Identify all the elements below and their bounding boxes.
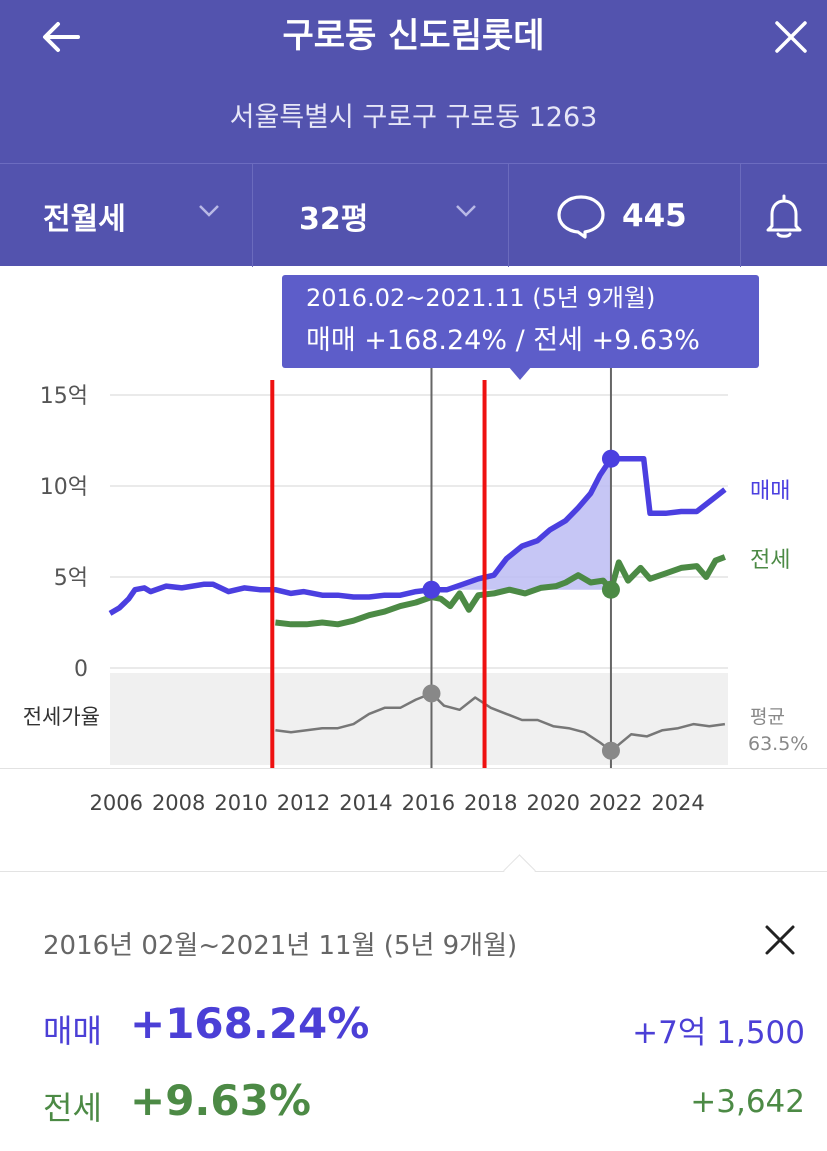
- chart-divider: [0, 768, 827, 769]
- x-tick-label: 2024: [651, 791, 704, 815]
- y-tick-label: 15억: [40, 384, 88, 409]
- x-tick-label: 2022: [589, 791, 642, 815]
- filter-divider: [740, 164, 741, 267]
- size-dropdown[interactable]: 32평: [253, 164, 508, 267]
- page-title: 구로동 신도림롯데: [282, 16, 545, 56]
- size-label: 32평: [299, 201, 369, 237]
- data-point-marker: [601, 449, 620, 468]
- close-icon: [775, 21, 807, 53]
- app-header: 구로동 신도림롯데 서울특별시 구로구 구로동 1263 전월세 32평 445: [0, 0, 827, 267]
- x-tick-label: 2008: [152, 791, 205, 815]
- filter-divider: [252, 164, 253, 267]
- ratio-background: [110, 673, 728, 765]
- summary-panel: [0, 871, 827, 1151]
- close-icon: [765, 925, 795, 955]
- rent-percent: +9.63%: [130, 1076, 311, 1125]
- summary-close-button[interactable]: [758, 918, 802, 962]
- data-point-marker: [422, 580, 441, 599]
- price-chart[interactable]: 15억 10억 5억 0 2006 2008 2010 2012 2014 2016 2018 202…: [0, 266, 827, 871]
- rent-amount: +3,642: [690, 1084, 805, 1120]
- legend-sale-label: 매매: [750, 479, 790, 504]
- x-tick-label: 2020: [526, 791, 579, 815]
- sale-amount: +7억 1,500: [632, 1015, 805, 1051]
- arrow-left-icon: [43, 22, 80, 52]
- rent-label: 전세: [43, 1089, 102, 1127]
- filter-bar: 전월세 32평 445: [0, 163, 827, 267]
- x-tick-label: 2014: [339, 791, 392, 815]
- data-point-marker: [601, 741, 620, 760]
- x-tick-label: 2018: [464, 791, 517, 815]
- tooltip-period: 2016.02~2021.11 (5년 9개월): [306, 284, 656, 312]
- average-value: 63.5%: [748, 733, 808, 755]
- sale-label: 매매: [43, 1012, 102, 1050]
- x-tick-label: 2016: [402, 791, 455, 815]
- y-tick-label: 10억: [40, 475, 88, 500]
- selected-range-fill: [431, 458, 611, 590]
- data-point-marker: [422, 684, 441, 703]
- tooltip-arrow: [508, 366, 532, 380]
- average-label: 평균: [750, 706, 785, 728]
- summary-period: 2016년 02월~2021년 11월 (5년 9개월): [43, 931, 518, 961]
- ratio-label: 전세가율: [23, 705, 100, 729]
- y-tick-label: 5억: [54, 566, 88, 591]
- range-tooltip: 2016.02~2021.11 (5년 9개월) 매매 +168.24% / 전…: [282, 275, 759, 368]
- tooltip-summary: 매매 +168.24% / 전세 +9.63%: [306, 325, 700, 356]
- filter-divider: [508, 164, 509, 267]
- back-button[interactable]: [38, 14, 84, 60]
- address-text: 서울특별시 구로구 구로동 1263: [229, 102, 598, 133]
- sale-series-line: [108, 455, 727, 616]
- ratio-series-line: [275, 692, 726, 752]
- trade-type-dropdown[interactable]: 전월세: [0, 164, 252, 267]
- comment-count: 445: [622, 197, 687, 234]
- close-button[interactable]: [768, 14, 814, 60]
- speech-bubble-icon: [557, 194, 605, 239]
- chevron-down-icon: [456, 205, 476, 217]
- sale-percent: +168.24%: [130, 999, 370, 1048]
- comments-button[interactable]: 445: [509, 164, 740, 267]
- jeonse-series-line: [275, 554, 726, 628]
- legend-jeonse-label: 전세: [750, 548, 790, 573]
- chevron-down-icon: [199, 205, 219, 217]
- trade-type-label: 전월세: [43, 201, 126, 237]
- x-tick-label: 2012: [277, 791, 330, 815]
- x-tick-label: 2006: [90, 791, 143, 815]
- y-tick-label: 0: [74, 657, 88, 682]
- x-tick-label: 2010: [214, 791, 267, 815]
- bell-icon: [766, 194, 802, 238]
- alert-button[interactable]: [741, 164, 827, 267]
- data-point-marker: [601, 580, 620, 599]
